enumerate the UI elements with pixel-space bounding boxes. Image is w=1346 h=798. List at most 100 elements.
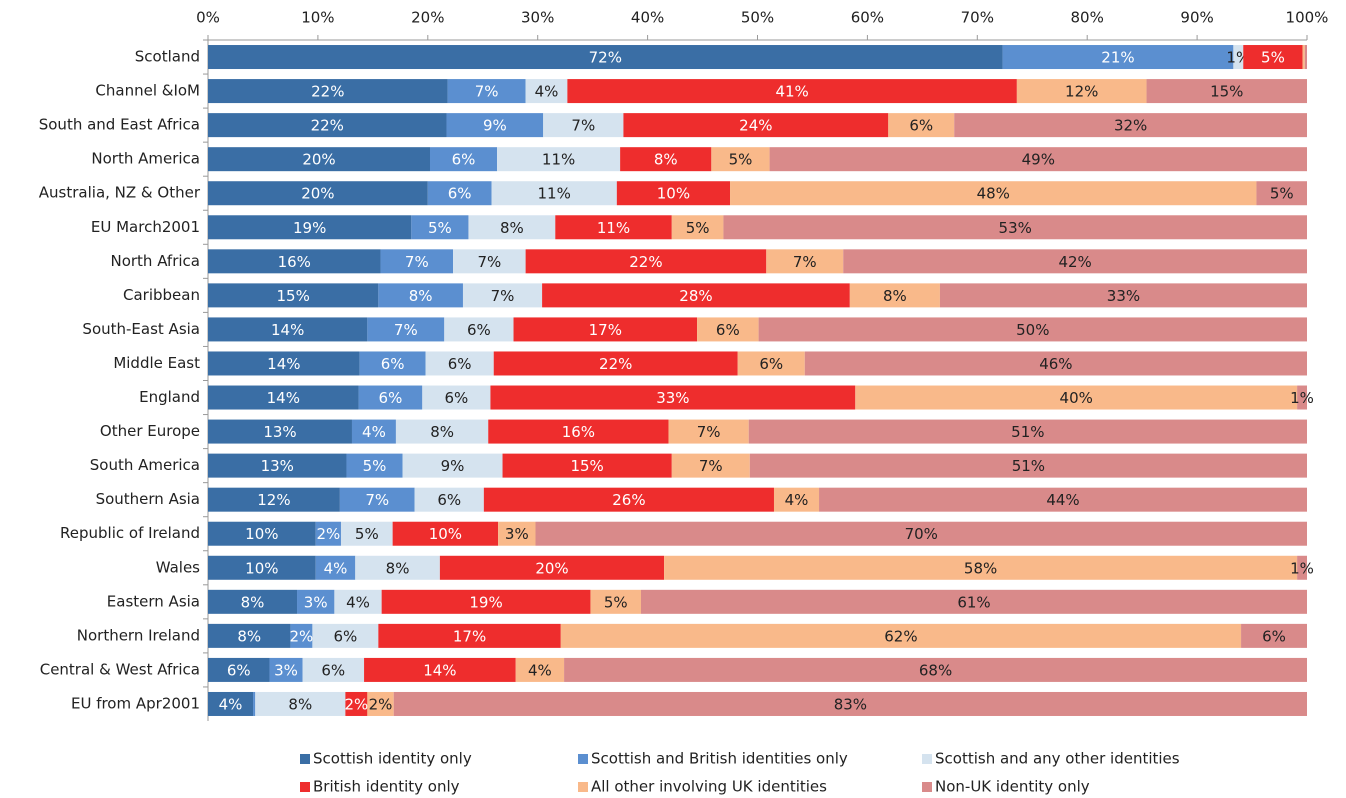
bar-segment [590, 589, 642, 614]
bar-segment [444, 317, 514, 342]
value-label: 50% [1016, 321, 1049, 339]
bar-segment [315, 521, 341, 546]
bar-segment [255, 691, 346, 716]
bar-segment [939, 283, 1307, 308]
value-label: 51% [1011, 423, 1044, 441]
value-label: 62% [884, 627, 917, 645]
value-label: 7% [477, 253, 501, 271]
legend-label: All other involving UK identities [591, 778, 827, 796]
x-tick-label: 50% [741, 9, 774, 27]
value-label: 58% [964, 559, 997, 577]
bar-segment [340, 521, 393, 546]
bar-segment [395, 419, 489, 444]
bar-segment [497, 147, 621, 172]
value-label: 7% [699, 457, 723, 475]
value-label: 22% [311, 117, 344, 135]
bar-segment [439, 555, 665, 580]
value-label: 21% [1101, 49, 1134, 67]
bar-segment [542, 283, 850, 308]
bar-segment [737, 351, 805, 376]
value-label: 14% [271, 321, 304, 339]
bar-segment [269, 657, 303, 682]
legend-label: British identity only [313, 778, 460, 796]
category-label: Caribbean [123, 286, 200, 304]
value-label: 5% [355, 525, 379, 543]
value-label: 41% [775, 83, 808, 101]
value-label: 5% [363, 457, 387, 475]
category-label: Southern Asia [96, 490, 200, 508]
bar-segment [422, 385, 491, 410]
value-label: 5% [686, 219, 710, 237]
value-label: 6% [452, 151, 476, 169]
bar-segment [429, 147, 498, 172]
legend-label: Scottish and British identities only [591, 750, 848, 768]
value-label: 3% [505, 525, 529, 543]
bar-segment [513, 317, 698, 342]
bar-segment [378, 623, 561, 648]
bar-segment [1304, 45, 1307, 70]
category-label: Other Europe [100, 422, 200, 440]
category-label: Central & West Africa [40, 660, 200, 678]
bar-segment [567, 79, 1017, 104]
bar-segment [208, 487, 340, 512]
value-label: 14% [423, 661, 456, 679]
bar-segment [334, 589, 382, 614]
category-label: Australia, NZ & Other [39, 184, 201, 202]
value-label: 16% [278, 253, 311, 271]
value-label: 17% [453, 627, 486, 645]
category-label: Middle East [113, 354, 200, 372]
x-tick-label: 80% [1071, 9, 1104, 27]
value-label: 15% [1210, 83, 1243, 101]
category-label: Wales [156, 558, 200, 576]
value-label: 6% [1262, 627, 1286, 645]
bar-segment [208, 79, 448, 104]
value-label: 7% [405, 253, 429, 271]
bar-segment [393, 691, 1308, 716]
category-label: EU March2001 [91, 218, 200, 236]
category-label: South and East Africa [39, 116, 200, 134]
value-label: 2% [369, 695, 393, 713]
bar-segment [490, 385, 856, 410]
value-label: 4% [219, 695, 243, 713]
value-label: 6% [381, 355, 405, 373]
value-label: 11% [538, 185, 571, 203]
value-label: 22% [599, 355, 632, 373]
bar-segment [1302, 45, 1305, 70]
value-label: 8% [237, 627, 261, 645]
bar-segment [1002, 45, 1234, 70]
value-label: 1% [1290, 559, 1314, 577]
bar-segment [208, 249, 381, 274]
bar-segment [208, 147, 430, 172]
value-label: 6% [716, 321, 740, 339]
value-label: 46% [1039, 355, 1072, 373]
category-label: North Africa [110, 252, 200, 270]
value-label: 20% [302, 151, 335, 169]
value-label: 32% [1114, 117, 1147, 135]
bar-segment [297, 589, 335, 614]
category-label: Channel &IoM [95, 82, 200, 100]
value-label: 72% [589, 49, 622, 67]
value-label: 33% [656, 389, 689, 407]
value-label: 13% [263, 423, 296, 441]
bar-segment [208, 317, 368, 342]
value-label: 28% [679, 287, 712, 305]
bar-segment [488, 419, 669, 444]
bar-segment [392, 521, 499, 546]
value-label: 4% [785, 491, 809, 509]
category-label: Northern Ireland [77, 626, 200, 644]
value-label: 6% [448, 355, 472, 373]
bar-segment [411, 215, 469, 240]
value-label: 2% [344, 695, 368, 713]
bar-segment [668, 419, 749, 444]
bar-segment [671, 215, 724, 240]
category-label: South-East Asia [82, 320, 200, 338]
bar-segment [425, 351, 494, 376]
legend-swatch [300, 782, 310, 792]
bar-segment [208, 419, 352, 444]
value-label: 15% [277, 287, 310, 305]
value-label: 49% [1022, 151, 1055, 169]
value-label: 19% [469, 593, 502, 611]
value-label: 6% [437, 491, 461, 509]
value-label: 6% [333, 627, 357, 645]
bar-segment [616, 181, 731, 206]
